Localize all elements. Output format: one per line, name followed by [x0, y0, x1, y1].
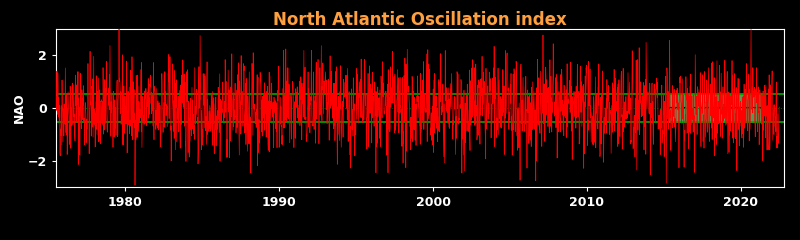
Title: North Atlantic Oscillation index: North Atlantic Oscillation index [273, 11, 567, 29]
Y-axis label: NAO: NAO [14, 93, 26, 123]
Bar [669, 94, 761, 122]
